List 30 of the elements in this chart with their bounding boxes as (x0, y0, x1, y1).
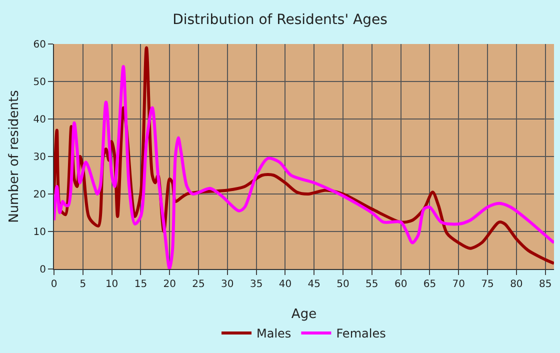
x-tick-label: 0 (50, 279, 58, 290)
x-tick-label: 60 (394, 279, 408, 290)
y-tick-label: 50 (33, 77, 46, 88)
x-tick-label: 55 (366, 279, 378, 290)
x-tick-label: 65 (423, 279, 436, 290)
x-axis-title: Age (291, 307, 317, 322)
y-axis-title: Number of residents (7, 90, 22, 223)
x-tick-label: 85 (538, 279, 552, 290)
chart-title: Distribution of Residents' Ages (172, 12, 388, 28)
x-tick-label: 70 (452, 279, 465, 290)
y-tick-label: 10 (33, 227, 46, 238)
x-tick-label: 45 (308, 279, 320, 290)
legend-label: Females (336, 326, 386, 341)
x-tick-label: 30 (221, 279, 234, 290)
x-tick-label: 75 (481, 279, 494, 290)
y-tick-label: 20 (33, 190, 46, 200)
x-tick-label: 15 (134, 279, 148, 290)
y-tick-label: 0 (40, 264, 46, 276)
y-tick-label: 40 (33, 114, 46, 126)
y-tick-label: 60 (33, 40, 46, 50)
x-tick-label: 80 (510, 279, 523, 290)
y-tick-label: 30 (33, 152, 46, 163)
x-tick-label: 20 (163, 279, 176, 290)
x-tick-label: 25 (192, 279, 205, 290)
x-tick-label: 5 (80, 279, 86, 290)
x-tick-label: 50 (336, 279, 350, 290)
x-tick-label: 35 (250, 279, 263, 290)
x-tick-label: 40 (278, 279, 292, 290)
legend-label: Males (256, 326, 292, 341)
x-tick-label: 10 (105, 279, 118, 290)
